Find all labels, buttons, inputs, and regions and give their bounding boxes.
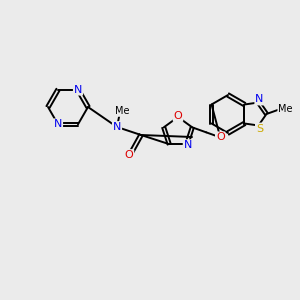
Text: Me: Me	[115, 106, 129, 116]
Text: O: O	[174, 111, 182, 121]
Text: S: S	[256, 124, 263, 134]
Text: N: N	[113, 122, 121, 132]
Text: O: O	[216, 132, 225, 142]
Text: N: N	[255, 94, 264, 104]
Text: Me: Me	[278, 104, 293, 114]
Text: N: N	[184, 140, 192, 150]
Text: N: N	[74, 85, 82, 95]
Text: N: N	[54, 119, 62, 129]
Text: O: O	[124, 150, 134, 160]
